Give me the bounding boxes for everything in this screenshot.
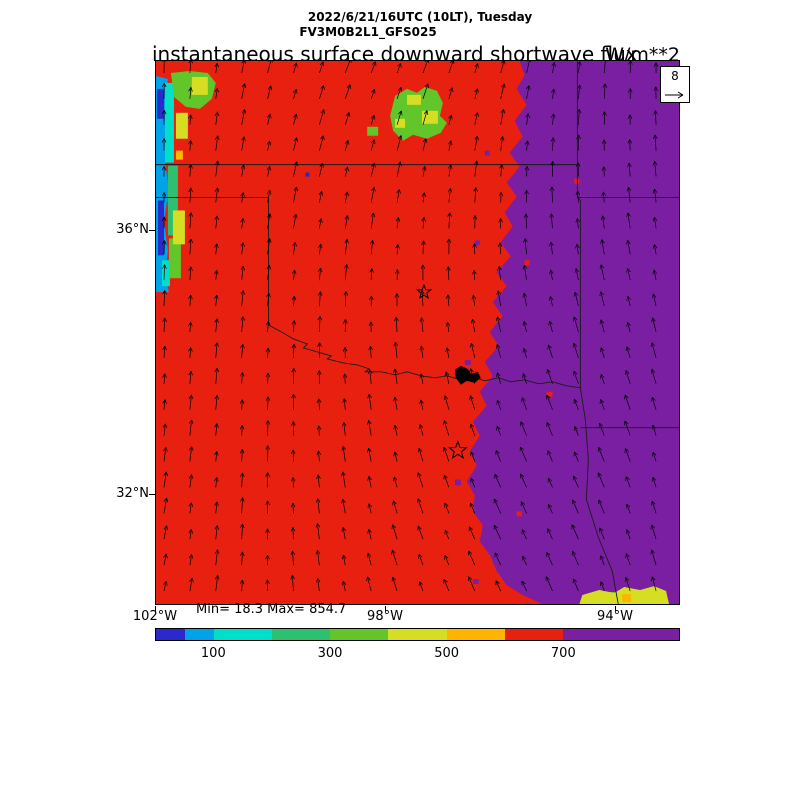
lat-tick-label-36n: 36°N [116,222,149,237]
lat-axis-tick [149,230,155,231]
lake-texoma [454,365,481,385]
colorbar [155,628,680,641]
colorbar-segment [330,629,389,640]
cloud-patch-orange [175,150,632,603]
flux-field-overcast-region [454,61,679,604]
reference-vector-box: 8 [660,66,690,103]
reference-vector-value: 8 [671,69,679,83]
wind-vectors [161,61,659,592]
lon-axis-tick [385,606,386,611]
state-borders [156,61,679,604]
colorbar-segment [214,629,273,640]
colorbar-tick-label: 500 [434,646,460,661]
eastern-state-border [576,61,619,604]
colorbar-tick-label: 100 [200,646,226,661]
colorbar-segment [446,629,505,640]
colorbar-segment [272,629,331,640]
minmax-stats: Min= 18.3 Max= 854.7 [196,602,347,617]
model-heading: FV3M0B2L1_GFS025 [299,25,437,39]
colorbar-segment [185,629,215,640]
map-panel [155,60,680,605]
flux-map-svg [156,61,679,604]
colorbar-segment [504,629,563,640]
colorbar-segment [156,629,186,640]
star-marker-south [447,440,468,459]
reference-arrow-icon [665,91,684,99]
colorbar-tick-label: 300 [317,646,343,661]
lat-axis-tick [149,494,155,495]
lon-tick-label-102w: 102°W [132,609,178,624]
lon-tick-label-94w: 94°W [597,609,633,624]
colorbar-segment [562,629,679,640]
lat-tick-label-32n: 32°N [116,486,149,501]
red-river-border [268,324,581,389]
lon-axis-tick [155,606,156,611]
star-marker-north [415,283,432,299]
lon-axis-tick [615,606,616,611]
colorbar-tick-label: 700 [550,646,576,661]
datetime-heading: 2022/6/21/16UTC (10LT), Tuesday [307,10,533,24]
colorbar-segment [388,629,447,640]
lon-tick-label-98w: 98°W [367,609,403,624]
clear-speckles [516,178,580,517]
